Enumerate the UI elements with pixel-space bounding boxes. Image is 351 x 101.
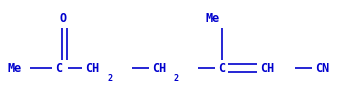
Text: C: C <box>218 62 225 75</box>
Text: 2: 2 <box>107 74 112 83</box>
Text: CH: CH <box>152 62 166 75</box>
Text: Me: Me <box>205 12 219 25</box>
Text: O: O <box>59 12 66 25</box>
Text: CH: CH <box>260 62 274 75</box>
Text: Me: Me <box>8 62 22 75</box>
Text: 2: 2 <box>174 74 179 83</box>
Text: CH: CH <box>85 62 99 75</box>
Text: CN: CN <box>315 62 329 75</box>
Text: C: C <box>55 62 62 75</box>
